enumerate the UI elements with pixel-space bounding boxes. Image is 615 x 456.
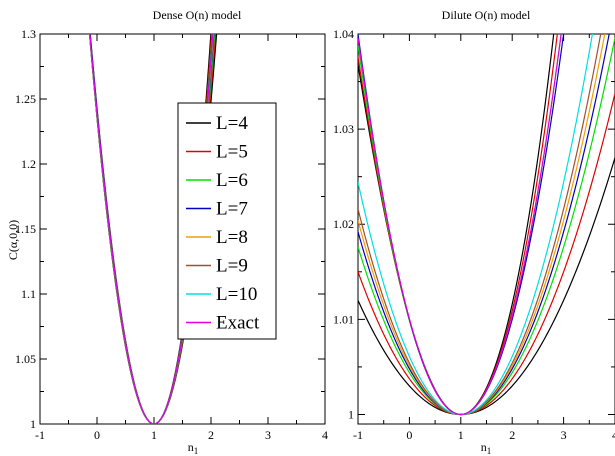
left-x-tick-label: 2 <box>208 428 214 442</box>
right-y-tick-label: 1.04 <box>333 27 354 41</box>
left-y-tick-label: 1.3 <box>21 27 36 41</box>
right-x-tick-label: 1 <box>458 428 464 442</box>
right-curves <box>358 34 615 416</box>
left-plot: -1 0 1 2 3 4 1 1.05 1.1 1.15 1.2 1.25 1.3 <box>15 27 328 442</box>
left-y-axis-label: C(α,0,0) <box>6 220 20 260</box>
right-plot-frame <box>357 33 615 425</box>
right-x-tick-label: 3 <box>561 428 567 442</box>
legend-label: L=8 <box>216 227 248 248</box>
left-x-tick-label: 4 <box>322 428 328 442</box>
right-x-tick-label: 2 <box>509 428 515 442</box>
right-y-tick-label: 1 <box>348 407 354 421</box>
left-x-axis-label: n1 <box>188 440 199 456</box>
right-x-tick-label: 4 <box>612 428 615 442</box>
right-x-axis-label-main: n <box>481 440 487 454</box>
left-y-tick-label: 1.2 <box>21 157 36 171</box>
right-plot: -1 0 1 2 3 4 1 1.01 1.02 1.03 1.04 <box>333 27 615 442</box>
right-series-l9-line <box>358 34 602 416</box>
right-series-l5-line <box>358 93 615 416</box>
legend-label: L=4 <box>216 113 248 134</box>
right-series-l7-line <box>358 34 610 416</box>
right-y-tick-label: 1.02 <box>333 217 354 231</box>
legend-label: L=10 <box>216 284 257 305</box>
left-x-tick-label: 3 <box>265 428 271 442</box>
right-y-tick-label: 1.01 <box>333 312 354 326</box>
left-y-tick-label: 1.1 <box>21 287 36 301</box>
legend: L=4 L=5 L=6 L=7 L=8 L=9 L=10 Exact <box>177 102 277 340</box>
legend-label: L=7 <box>216 199 248 220</box>
left-x-axis-label-main: n <box>188 440 194 454</box>
left-chart-title: Dense O(n) model <box>153 8 242 22</box>
right-series-l7-line <box>358 34 565 416</box>
legend-label: L=5 <box>216 142 248 163</box>
right-series-l8-line <box>358 34 606 416</box>
right-x-tick-label: 0 <box>406 428 412 442</box>
right-x-axis-label-sub: 1 <box>487 446 492 456</box>
left-x-axis-label-sub: 1 <box>194 446 199 456</box>
left-x-tick-label: 1 <box>151 428 157 442</box>
right-y-tick-label: 1.03 <box>333 122 354 136</box>
right-series-l5-line <box>358 34 558 416</box>
left-y-tick-label: 1.05 <box>15 352 36 366</box>
left-x-tick-label: 0 <box>94 428 100 442</box>
right-series-l6-line <box>358 37 615 416</box>
left-y-tick-label: 1.25 <box>15 92 36 106</box>
legend-label: L=9 <box>216 256 248 277</box>
legend-box <box>177 102 277 340</box>
right-series-l4-line <box>358 157 615 416</box>
legend-label: Exact <box>216 313 260 334</box>
right-series-l6-line <box>358 34 562 416</box>
left-x-tick-label: -1 <box>35 428 45 442</box>
right-x-tick-label: -1 <box>353 428 363 442</box>
legend-label: L=6 <box>216 170 248 191</box>
right-chart-title: Dilute O(n) model <box>442 8 531 22</box>
right-series-l4-line <box>358 34 555 416</box>
left-y-tick-label: 1.15 <box>15 222 36 236</box>
left-y-tick-label: 1 <box>30 417 36 431</box>
right-series-exact-line <box>358 34 562 416</box>
right-series-l10-line <box>358 34 594 416</box>
right-x-axis-label: n1 <box>481 440 492 456</box>
